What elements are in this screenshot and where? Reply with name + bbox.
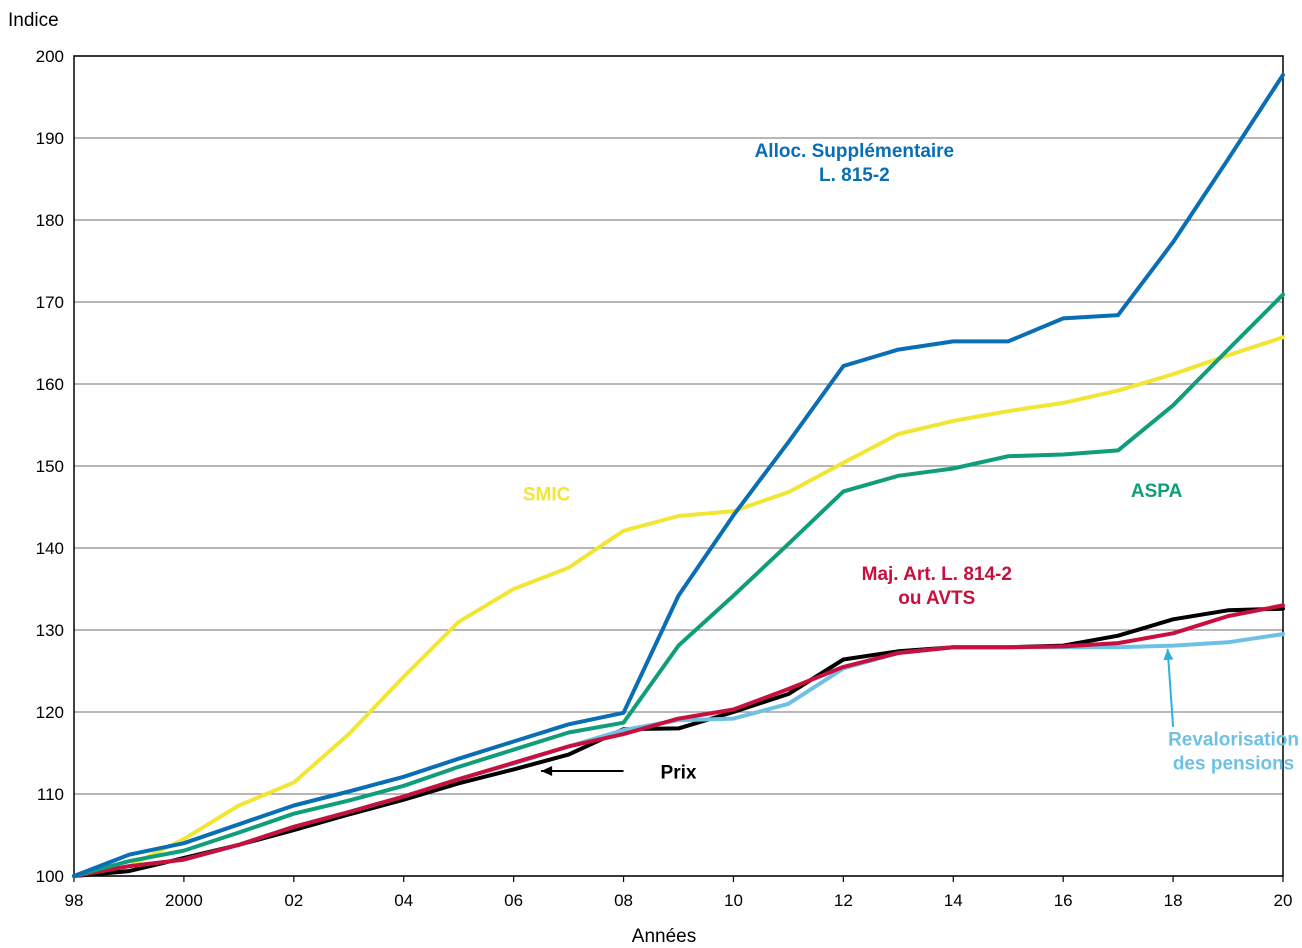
annotation-line: Revalorisation xyxy=(1168,730,1299,751)
annotation-line: Alloc. Supplémentaire xyxy=(755,141,955,162)
y-tick-label: 110 xyxy=(37,785,64,804)
annotation-line: ou AVTS xyxy=(898,588,975,609)
x-tick-label: 02 xyxy=(284,891,303,910)
series-line-1 xyxy=(72,606,1285,878)
x-tick-label: 04 xyxy=(394,891,413,910)
y-tick-label: 130 xyxy=(36,621,64,640)
annotation-prix: Prix xyxy=(661,762,697,783)
prix-arrow-head xyxy=(541,766,553,777)
annotation-reval: Revalorisation des pensions xyxy=(1168,730,1299,775)
x-axis-ticks: 98 2000 02 04 06 08 10 12 14 16 18 20 xyxy=(65,876,1293,910)
annotation-line: Maj. Art. L. 814-2 xyxy=(862,564,1012,585)
x-tick-label: 12 xyxy=(834,891,853,910)
series-line-4 xyxy=(72,292,1285,878)
series-annotations: Alloc. Supplémentaire L. 815-2 SMIC ASPA Maj… xyxy=(523,141,1299,784)
x-axis-title: Années xyxy=(632,926,696,947)
y-tick-label: 190 xyxy=(36,129,64,148)
reval-arrow-head xyxy=(1163,648,1174,661)
annotation-alloc-supp: Alloc. Supplémentaire L. 815-2 xyxy=(755,141,955,186)
x-tick-label: 16 xyxy=(1054,891,1073,910)
x-tick-label: 20 xyxy=(1274,891,1293,910)
annotation-line: SMIC xyxy=(523,484,571,505)
y-axis-ticks: 100 110 120 130 140 150 160 170 180 190 200 xyxy=(36,47,64,886)
gridlines xyxy=(74,55,1283,877)
x-tick-label: 14 xyxy=(944,891,963,910)
y-tick-label: 160 xyxy=(36,375,64,394)
x-tick-label: 06 xyxy=(504,891,523,910)
annotation-line: Prix xyxy=(661,762,697,783)
series-line-3 xyxy=(72,603,1285,878)
x-tick-label: 08 xyxy=(614,891,633,910)
y-tick-label: 140 xyxy=(36,539,64,558)
plot-frame xyxy=(73,55,1284,877)
annotation-aspa: ASPA xyxy=(1131,481,1183,502)
annotation-line: L. 815-2 xyxy=(819,165,890,186)
y-tick-label: 200 xyxy=(36,47,64,66)
y-tick-label: 120 xyxy=(36,703,64,722)
y-tick-label: 100 xyxy=(36,867,64,886)
series-lines xyxy=(72,72,1285,878)
y-axis-title: Indice xyxy=(8,10,59,31)
annotation-maj: Maj. Art. L. 814-2 ou AVTS xyxy=(862,564,1012,609)
annotation-line: des pensions xyxy=(1173,754,1294,775)
x-tick-label: 2000 xyxy=(165,891,203,910)
y-tick-label: 170 xyxy=(36,293,64,312)
x-tick-label: 98 xyxy=(65,891,84,910)
annotation-line: ASPA xyxy=(1131,481,1183,502)
x-tick-label: 10 xyxy=(724,891,743,910)
y-tick-label: 180 xyxy=(36,211,64,230)
reval-arrow-shaft xyxy=(1166,648,1175,727)
series-line-0 xyxy=(72,335,1285,878)
annotation-smic: SMIC xyxy=(523,484,571,505)
annotation-arrows xyxy=(541,648,1175,777)
y-tick-label: 150 xyxy=(36,457,64,476)
series-line-5 xyxy=(72,72,1285,878)
x-tick-label: 18 xyxy=(1164,891,1183,910)
